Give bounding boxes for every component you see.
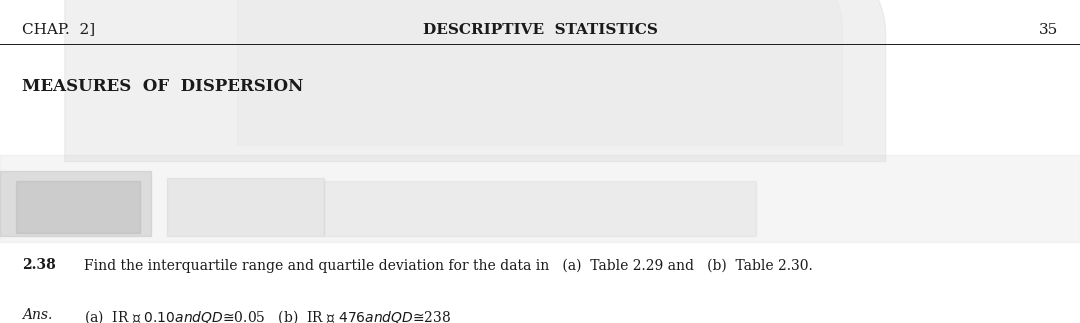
Polygon shape bbox=[0, 171, 151, 236]
Polygon shape bbox=[16, 181, 140, 233]
Text: Find the interquartile range and quartile deviation for the data in   (a)  Table: Find the interquartile range and quartil… bbox=[84, 258, 813, 273]
Polygon shape bbox=[0, 155, 1080, 242]
Polygon shape bbox=[65, 0, 886, 162]
Text: DESCRIPTIVE  STATISTICS: DESCRIPTIVE STATISTICS bbox=[422, 23, 658, 36]
Text: Ans.: Ans. bbox=[22, 308, 52, 322]
Text: CHAP.  2]: CHAP. 2] bbox=[22, 23, 95, 36]
Text: (a)  IR ≅ $0.10 and QD ≅ $0.05   (b)  IR ≅ $476 and QD ≅ $238: (a) IR ≅ $0.10 and QD ≅ $0.05 (b) IR ≅ $… bbox=[84, 308, 451, 323]
Text: 35: 35 bbox=[1039, 23, 1058, 36]
Polygon shape bbox=[238, 0, 842, 145]
Polygon shape bbox=[167, 178, 324, 236]
Text: MEASURES  OF  DISPERSION: MEASURES OF DISPERSION bbox=[22, 78, 302, 95]
Text: 2.38: 2.38 bbox=[22, 258, 55, 272]
Polygon shape bbox=[324, 181, 756, 236]
